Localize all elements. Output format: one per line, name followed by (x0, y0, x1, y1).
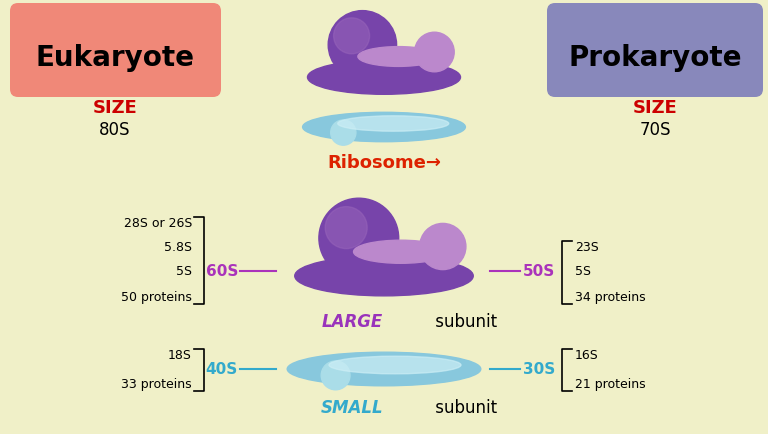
FancyBboxPatch shape (547, 4, 763, 98)
Ellipse shape (303, 113, 465, 142)
Text: 40S: 40S (206, 362, 238, 377)
Text: Ribosome→: Ribosome→ (327, 154, 441, 171)
Text: 21 proteins: 21 proteins (575, 378, 646, 391)
Text: 50S: 50S (523, 264, 555, 279)
Text: 5.8S: 5.8S (164, 241, 192, 254)
Circle shape (331, 121, 356, 146)
Text: SIZE: SIZE (633, 99, 677, 117)
Text: 28S or 26S: 28S or 26S (124, 217, 192, 230)
Text: 34 proteins: 34 proteins (575, 291, 646, 304)
Text: SIZE: SIZE (93, 99, 137, 117)
Text: Eukaryote: Eukaryote (35, 44, 194, 72)
Text: 16S: 16S (575, 349, 599, 362)
Ellipse shape (329, 356, 461, 374)
Text: SMALL: SMALL (321, 398, 383, 416)
Text: 30S: 30S (523, 362, 555, 377)
Text: 70S: 70S (639, 121, 670, 139)
Text: Prokaryote: Prokaryote (568, 44, 742, 72)
Ellipse shape (353, 240, 448, 264)
Ellipse shape (287, 352, 481, 386)
Circle shape (415, 33, 454, 72)
Ellipse shape (358, 47, 439, 67)
Text: 50 proteins: 50 proteins (121, 291, 192, 304)
Circle shape (419, 224, 466, 270)
Circle shape (321, 361, 350, 390)
FancyBboxPatch shape (10, 4, 221, 98)
Ellipse shape (295, 256, 473, 296)
Circle shape (325, 207, 367, 249)
Text: subunit: subunit (430, 312, 497, 330)
Text: 18S: 18S (168, 349, 192, 362)
Text: 5S: 5S (176, 265, 192, 278)
Text: 60S: 60S (206, 264, 238, 279)
Text: 33 proteins: 33 proteins (121, 378, 192, 391)
Text: 80S: 80S (99, 121, 131, 139)
Circle shape (319, 199, 399, 278)
Circle shape (328, 12, 396, 80)
Text: 23S: 23S (575, 241, 599, 254)
Text: subunit: subunit (430, 398, 497, 416)
Circle shape (333, 19, 369, 55)
Text: 5S: 5S (575, 265, 591, 278)
Ellipse shape (307, 61, 461, 95)
Text: LARGE: LARGE (321, 312, 382, 330)
Ellipse shape (338, 117, 449, 132)
